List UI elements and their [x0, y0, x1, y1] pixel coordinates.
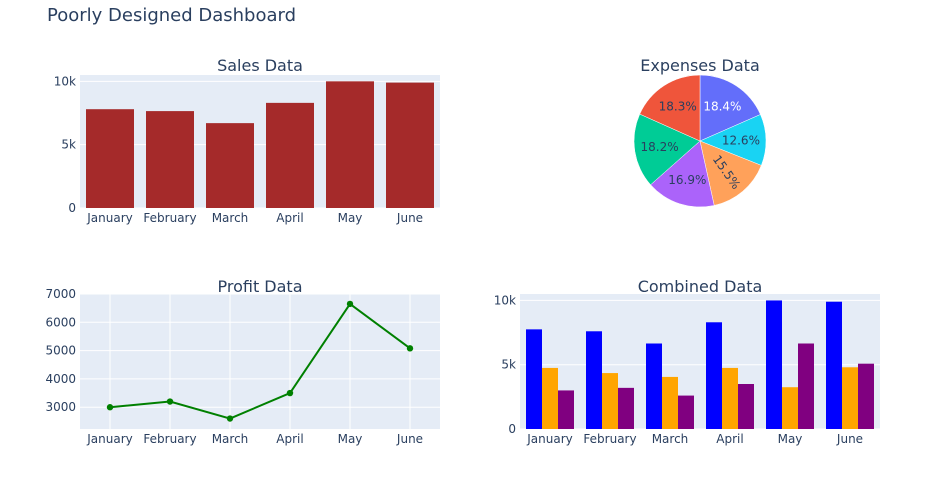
combined-bar [602, 373, 618, 429]
y-tick-label: 7000 [45, 287, 76, 301]
x-tick-label: May [338, 211, 363, 225]
chart-panel-3: 0 5k 10k January February March April May June Co… [494, 277, 880, 446]
sales-bar [206, 123, 254, 208]
chart-title: Expenses Data [640, 56, 760, 75]
chart-title: Profit Data [217, 277, 302, 296]
combined-bar [558, 390, 574, 429]
pie-slice [699, 140, 762, 206]
x-tick-label: March [212, 432, 249, 446]
combined-bar [826, 301, 842, 429]
combined-bar [646, 343, 662, 429]
x-tick-label: February [143, 432, 196, 446]
profit-marker [406, 345, 414, 352]
x-tick-label: June [396, 211, 423, 225]
y-tick-label: 10k [54, 74, 76, 88]
combined-bar [782, 387, 798, 429]
pie-slice [633, 113, 701, 186]
plot-background [80, 75, 440, 208]
x-tick-label: April [276, 432, 303, 446]
profit-line [109, 302, 411, 420]
x-tick-label: January [86, 211, 133, 225]
chart-title: Sales Data [217, 56, 303, 75]
sales-bar [326, 81, 374, 208]
pie-slice [699, 74, 761, 142]
sales-bar [146, 111, 194, 208]
combined-bar [858, 363, 874, 429]
y-tick-label: 10k [494, 293, 516, 307]
combined-bar [722, 367, 738, 429]
sales-bar [86, 109, 134, 208]
y-tick-label: 5k [501, 358, 516, 372]
combined-bar [618, 387, 634, 429]
x-tick-label: January [526, 432, 573, 446]
x-tick-label: May [778, 432, 803, 446]
chart-panel-2: 3000 4000 5000 6000 7000 January February March… [45, 277, 440, 446]
chart-panel-0: 0 5k 10k January February March April May June Sa… [54, 56, 440, 225]
pie-slice-label: 18.3% [659, 100, 697, 114]
pie-slice-label: 18.2% [640, 140, 678, 154]
combined-bar [766, 300, 782, 429]
dashboard-title: Poorly Designed Dashboard [47, 5, 297, 26]
pie-slice [639, 74, 701, 142]
y-tick-label: 5000 [45, 344, 76, 358]
profit-marker [226, 415, 234, 422]
x-tick-label: January [86, 432, 133, 446]
combined-bar [526, 329, 542, 429]
y-tick-label: 0 [68, 201, 76, 215]
combined-bar [542, 367, 558, 429]
pie-slice [650, 140, 715, 208]
x-tick-label: February [583, 432, 636, 446]
y-tick-label: 3000 [45, 400, 76, 414]
chart-title: Combined Data [638, 277, 763, 296]
plot-background [80, 294, 440, 429]
sales-bar [266, 102, 314, 208]
x-tick-label: February [143, 211, 196, 225]
x-tick-label: June [836, 432, 863, 446]
pie-slice-label: 18.4% [703, 100, 741, 114]
profit-marker [346, 300, 354, 308]
combined-bar [842, 367, 858, 429]
y-tick-label: 6000 [45, 315, 76, 329]
x-tick-label: April [716, 432, 743, 446]
profit-marker [286, 389, 294, 397]
sales-bar [386, 82, 434, 208]
x-tick-label: May [338, 432, 363, 446]
combined-bar [662, 376, 678, 429]
combined-bar [586, 331, 602, 429]
pie-slice-label: 16.9% [668, 173, 706, 187]
profit-marker [106, 404, 114, 411]
x-tick-label: March [212, 211, 249, 225]
profit-marker [166, 398, 174, 405]
plot-background [520, 294, 880, 429]
combined-bar [678, 395, 694, 429]
chart-panel-1: Expenses Data18.4%12.6%15.5%16.9%18.2%18… [633, 56, 767, 208]
y-tick-label: 0 [508, 422, 516, 436]
x-tick-label: June [396, 432, 423, 446]
combined-bar [798, 343, 814, 429]
combined-bar [706, 322, 722, 429]
x-tick-label: April [276, 211, 303, 225]
y-tick-label: 4000 [45, 372, 76, 386]
pie-slice-label: 12.6% [722, 133, 760, 147]
y-tick-label: 5k [61, 138, 76, 152]
combined-bar [738, 384, 754, 429]
x-tick-label: March [652, 432, 689, 446]
